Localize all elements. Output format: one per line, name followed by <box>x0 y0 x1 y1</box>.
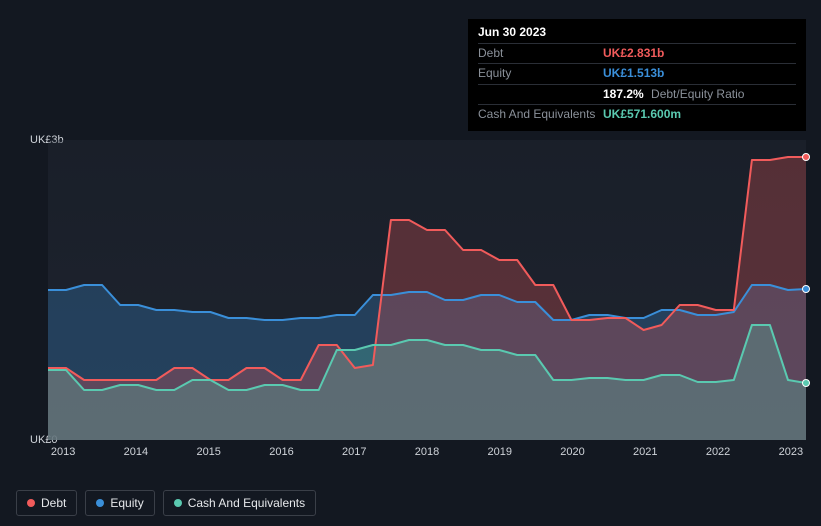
legend-label-cash: Cash And Equivalents <box>188 496 305 510</box>
tooltip-cash-value: UK£571.600m <box>603 107 681 123</box>
legend-dot-cash <box>174 499 182 507</box>
legend-item-equity[interactable]: Equity <box>85 490 154 516</box>
chart-svg <box>48 140 806 440</box>
legend-item-cash[interactable]: Cash And Equivalents <box>163 490 316 516</box>
x-tick: 2017 <box>342 446 366 458</box>
x-tick: 2018 <box>415 446 439 458</box>
tooltip-equity-label: Equity <box>478 66 603 82</box>
x-tick: 2014 <box>124 446 148 458</box>
tooltip-ratio-spacer <box>478 87 603 103</box>
y-axis-label-max: UK£3b <box>30 134 44 146</box>
legend-label-debt: Debt <box>41 496 66 510</box>
legend-item-debt[interactable]: Debt <box>16 490 77 516</box>
endpoint-cash <box>802 379 810 387</box>
endpoint-equity <box>802 285 810 293</box>
tooltip-debt-label: Debt <box>478 46 603 62</box>
tooltip-row-cash: Cash And Equivalents UK£571.600m <box>478 104 796 125</box>
tooltip-ratio-value: 187.2% <box>603 87 644 101</box>
x-tick: 2019 <box>488 446 512 458</box>
legend-dot-equity <box>96 499 104 507</box>
tooltip-ratio: 187.2% Debt/Equity Ratio <box>603 87 744 103</box>
tooltip-date: Jun 30 2023 <box>478 25 796 43</box>
tooltip-ratio-label: Debt/Equity Ratio <box>651 87 744 101</box>
tooltip-cash-label: Cash And Equivalents <box>478 107 603 123</box>
x-tick: 2015 <box>196 446 220 458</box>
chart-tooltip: Jun 30 2023 Debt UK£2.831b Equity UK£1.5… <box>468 19 806 131</box>
x-tick: 2016 <box>269 446 293 458</box>
tooltip-row-ratio: 187.2% Debt/Equity Ratio <box>478 84 796 105</box>
x-tick: 2023 <box>779 446 803 458</box>
y-axis-label-min: UK£0 <box>30 434 44 446</box>
tooltip-debt-value: UK£2.831b <box>603 46 664 62</box>
x-tick: 2013 <box>51 446 75 458</box>
tooltip-row-debt: Debt UK£2.831b <box>478 43 796 64</box>
chart-area: UK£3b UK£0 2013 2014 2015 2016 2017 2018 2019 2… <box>16 128 806 473</box>
x-tick: 2020 <box>560 446 584 458</box>
x-tick: 2022 <box>706 446 730 458</box>
tooltip-equity-value: UK£1.513b <box>603 66 664 82</box>
chart-plot[interactable] <box>48 140 806 440</box>
endpoint-debt <box>802 153 810 161</box>
tooltip-row-equity: Equity UK£1.513b <box>478 63 796 84</box>
chart-legend: Debt Equity Cash And Equivalents <box>16 490 316 516</box>
legend-label-equity: Equity <box>110 496 143 510</box>
x-tick: 2021 <box>633 446 657 458</box>
legend-dot-debt <box>27 499 35 507</box>
